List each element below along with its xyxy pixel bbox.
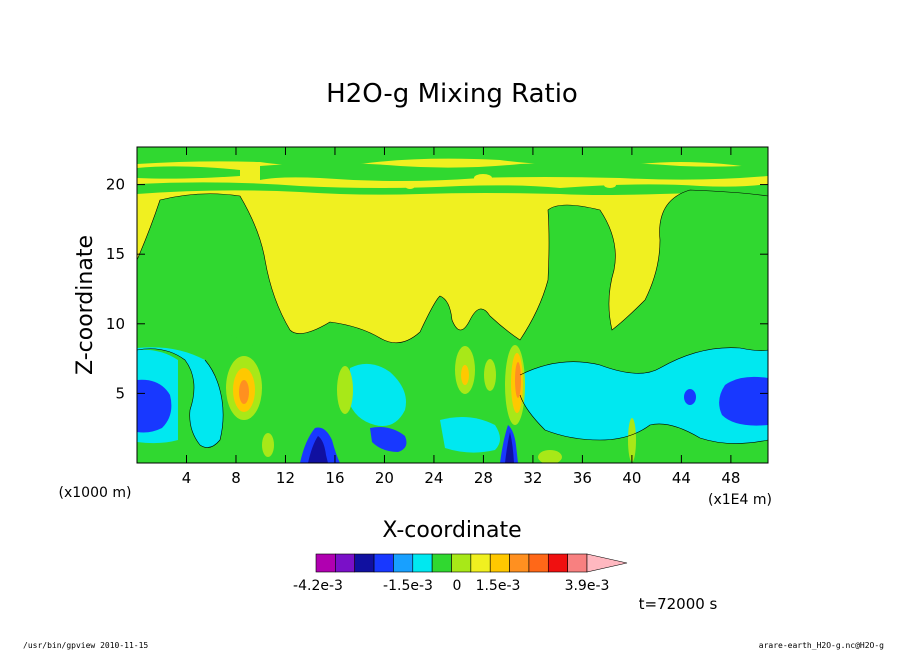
x-tick-label: 8 xyxy=(231,469,241,487)
x-tick-label: 36 xyxy=(573,469,592,487)
y-tick-label: 5 xyxy=(115,384,125,402)
region-green-band-top-left xyxy=(137,166,240,179)
footer-right: arare-earth_H2O-g.nc@H2O-g xyxy=(758,641,884,650)
y-tick-label: 20 xyxy=(106,176,125,194)
x-axis-label: X-coordinate xyxy=(382,518,521,543)
colorbar-swatch xyxy=(470,553,491,573)
region-darkblue-bottom-left xyxy=(308,436,328,463)
x-tick-label: 20 xyxy=(375,469,394,487)
colorbar-swatch xyxy=(451,553,472,573)
colorbar-swatch xyxy=(335,553,356,573)
time-label: t=72000 s xyxy=(639,595,718,613)
region-lightgreen-blob6 xyxy=(262,433,274,457)
x-tick-label: 24 xyxy=(424,469,443,487)
y-axis: 5 10 15 20 xyxy=(106,176,768,402)
plot-area xyxy=(137,147,768,463)
region-darkblue-bottom-center xyxy=(505,432,514,463)
chart-title: H2O-g Mixing Ratio xyxy=(326,79,578,109)
x-tick-label: 40 xyxy=(622,469,641,487)
region-cyan-right xyxy=(520,347,768,444)
colorbar-swatch xyxy=(567,553,588,573)
colorbar-swatch xyxy=(354,553,375,573)
y-tick-label: 10 xyxy=(106,315,125,333)
region-cyan-center xyxy=(348,363,406,426)
colorbar-swatch xyxy=(373,553,394,573)
x-axis-unit-right: (x1E4 m) xyxy=(708,492,772,508)
region-cyan-left xyxy=(137,347,224,448)
region-lightgreen-blob5 xyxy=(484,359,496,391)
x-tick-label: 16 xyxy=(325,469,344,487)
x-tick-label: 48 xyxy=(721,469,740,487)
region-blue-right xyxy=(719,376,768,426)
region-yellow-spot3 xyxy=(474,174,492,182)
colorbar-label: -1.5e-3 xyxy=(383,578,433,594)
colorbar-swatch xyxy=(393,553,414,573)
colorbar-swatch xyxy=(431,553,452,573)
x-tick-label: 28 xyxy=(474,469,493,487)
colorbar-label: -4.2e-3 xyxy=(293,578,343,594)
footer-left: /usr/bin/gpview 2010-11-15 xyxy=(23,641,149,650)
plot-frame xyxy=(136,146,769,464)
region-orange-blob4 xyxy=(515,362,521,398)
colorbar-swatch xyxy=(547,553,568,573)
region-orange-blob1 xyxy=(239,380,249,404)
colorbar-swatch xyxy=(528,553,549,573)
colorbar-swatch xyxy=(509,553,530,573)
region-blue-center xyxy=(370,427,407,452)
contour-lines xyxy=(137,189,768,448)
region-lightgreen-blob2 xyxy=(337,366,353,414)
x-tick-label: 12 xyxy=(276,469,295,487)
colorbar-labels: -4.2e-3 -1.5e-3 0 1.5e-3 3.9e-3 xyxy=(293,578,609,594)
colorbar-label: 1.5e-3 xyxy=(476,578,521,594)
colorbar-label: 3.9e-3 xyxy=(565,578,610,594)
x-tick-label: 4 xyxy=(182,469,192,487)
colorbar-swatch xyxy=(315,553,336,573)
x-tick-label: 44 xyxy=(672,469,691,487)
region-yellow-spot4 xyxy=(604,182,616,188)
colorbar-swatch xyxy=(489,553,510,573)
y-axis-label: Z-coordinate xyxy=(73,235,98,375)
region-lightgreen-blob8 xyxy=(628,418,636,462)
colorbar-arrow xyxy=(586,553,628,573)
colorbar-label: 0 xyxy=(453,578,462,594)
region-cyan-center-low xyxy=(440,416,500,453)
region-yellow-spot2 xyxy=(405,183,415,189)
x-axis-unit-left: (x1000 m) xyxy=(59,485,132,501)
region-blue-small xyxy=(684,389,696,405)
region-lightgreen-blob7 xyxy=(538,450,562,463)
region-yellow-spot1 xyxy=(380,182,390,188)
region-gold-blob3 xyxy=(461,365,469,385)
x-axis: 4 8 12 16 20 24 28 32 36 40 44 48 xyxy=(182,147,740,487)
colorbar xyxy=(315,553,628,573)
region-blue-left xyxy=(137,379,172,433)
y-tick-label: 15 xyxy=(106,245,125,263)
x-tick-label: 32 xyxy=(523,469,542,487)
region-green-band-20 xyxy=(260,162,768,181)
colorbar-swatch xyxy=(412,553,433,573)
